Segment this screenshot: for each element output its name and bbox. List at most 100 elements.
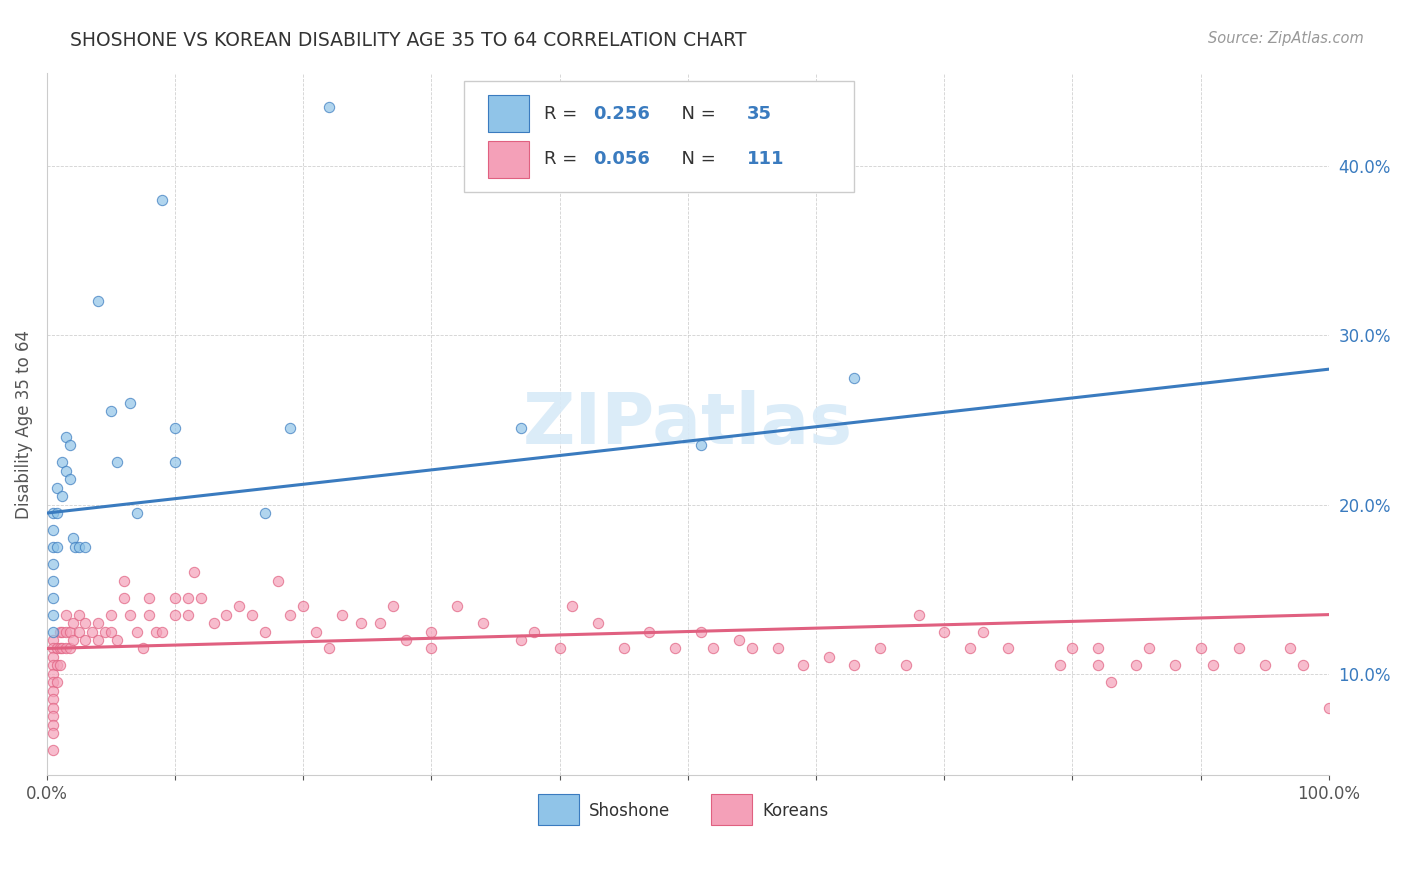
Y-axis label: Disability Age 35 to 64: Disability Age 35 to 64 [15, 330, 32, 518]
Point [266, 574, 288, 588]
Point [1137, 641, 1160, 656]
Point [446, 599, 468, 614]
Point [120, 396, 142, 410]
Point [42, 717, 65, 731]
Point [471, 616, 494, 631]
Point [561, 599, 583, 614]
Point [907, 607, 929, 622]
Point [183, 566, 205, 580]
Point [59, 438, 82, 452]
Point [42, 683, 65, 698]
Point [689, 624, 711, 639]
Point [792, 658, 814, 673]
Point [112, 591, 135, 605]
Point [93, 624, 115, 639]
Point [87, 294, 110, 309]
Point [112, 574, 135, 588]
Point [305, 624, 328, 639]
Point [280, 421, 302, 435]
Point [1049, 658, 1071, 673]
Point [80, 624, 103, 639]
Point [368, 616, 391, 631]
Point [51, 624, 73, 639]
Point [125, 506, 148, 520]
Point [689, 438, 711, 452]
Point [934, 624, 956, 639]
Point [62, 632, 84, 647]
Point [1189, 641, 1212, 656]
Point [382, 599, 405, 614]
Point [42, 506, 65, 520]
Point [42, 557, 65, 571]
Point [1087, 641, 1109, 656]
Point [1125, 658, 1147, 673]
Point [664, 641, 686, 656]
Point [1253, 658, 1275, 673]
Point [586, 616, 609, 631]
FancyBboxPatch shape [488, 141, 529, 178]
Point [42, 666, 65, 681]
Point [613, 641, 636, 656]
Point [165, 455, 187, 469]
Point [55, 464, 77, 478]
Point [42, 591, 65, 605]
Point [42, 675, 65, 690]
Point [59, 641, 82, 656]
FancyBboxPatch shape [464, 81, 855, 193]
Point [48, 641, 70, 656]
Point [190, 591, 212, 605]
Point [51, 641, 73, 656]
Point [55, 607, 77, 622]
Point [67, 624, 90, 639]
Point [105, 455, 128, 469]
Point [42, 658, 65, 673]
Point [844, 370, 866, 384]
Point [972, 624, 994, 639]
Point [62, 532, 84, 546]
Point [330, 607, 353, 622]
Text: N =: N = [669, 104, 721, 123]
Point [165, 421, 187, 435]
Point [46, 675, 69, 690]
Point [87, 632, 110, 647]
Point [1087, 658, 1109, 673]
Point [59, 624, 82, 639]
Text: SHOSHONE VS KOREAN DISABILITY AGE 35 TO 64 CORRELATION CHART: SHOSHONE VS KOREAN DISABILITY AGE 35 TO … [70, 31, 747, 50]
Point [741, 641, 763, 656]
FancyBboxPatch shape [488, 95, 529, 132]
Point [59, 472, 82, 486]
Point [46, 506, 69, 520]
Point [100, 404, 122, 418]
Point [42, 632, 65, 647]
Text: Koreans: Koreans [762, 802, 828, 820]
Point [46, 540, 69, 554]
Point [523, 624, 546, 639]
Point [55, 430, 77, 444]
Point [67, 540, 90, 554]
Point [132, 641, 155, 656]
Point [48, 624, 70, 639]
Point [395, 632, 418, 647]
Text: R =: R = [544, 151, 583, 169]
Text: 0.256: 0.256 [593, 104, 650, 123]
Point [510, 421, 533, 435]
Point [420, 624, 443, 639]
Point [165, 607, 187, 622]
Point [202, 616, 225, 631]
Point [638, 624, 661, 639]
Point [138, 591, 160, 605]
Point [818, 649, 841, 664]
Point [350, 616, 373, 631]
Point [253, 624, 276, 639]
Point [1099, 675, 1122, 690]
Point [48, 658, 70, 673]
Point [997, 641, 1019, 656]
Text: N =: N = [669, 151, 721, 169]
Point [869, 641, 891, 656]
Point [42, 540, 65, 554]
Point [62, 616, 84, 631]
Point [215, 607, 238, 622]
Point [145, 624, 167, 639]
Point [42, 523, 65, 537]
Point [1279, 641, 1302, 656]
